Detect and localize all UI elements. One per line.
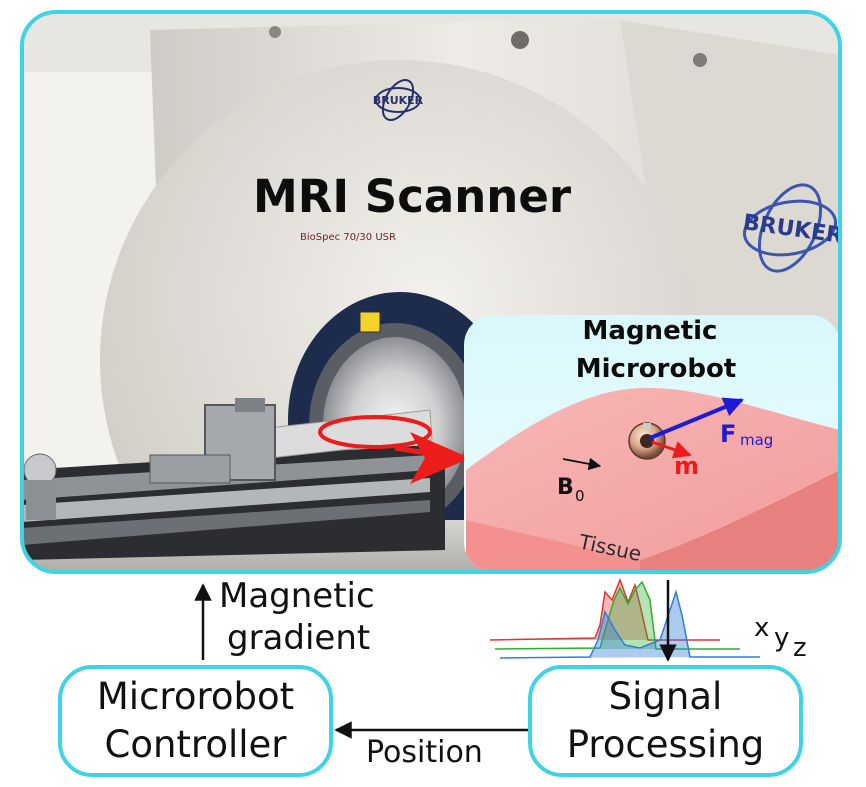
inset-panel [464, 315, 840, 572]
signal-processing-box: Signal Processing [528, 665, 803, 777]
m-label: m [674, 452, 699, 480]
controller-line2: Controller [104, 723, 287, 766]
moment-vector-arrow [651, 440, 692, 459]
controller-line1: Microrobot [96, 675, 295, 718]
microrobot-controller-box: Microrobot Controller [58, 665, 333, 777]
signal-projections [489, 577, 760, 659]
signal-trace-x [489, 577, 720, 641]
highlight-ellipse [318, 415, 432, 449]
axis-z-label: z [793, 633, 807, 663]
bruker-side-logo-icon [742, 183, 838, 273]
fmag-label: F [720, 420, 736, 448]
bruker-logo-icon [375, 79, 421, 121]
photo-frame [20, 10, 842, 574]
bruker-logo-text: BRUKER [373, 94, 424, 107]
inset-title-line2: Microrobot [576, 354, 736, 384]
signal-trace-y [494, 580, 740, 650]
axis-y-label: y [774, 623, 789, 653]
gradient-label-line2: gradient [227, 618, 371, 658]
mri-photo: BRUKER BRUKER BioSpec 70/30 USR MRI Scan… [22, 12, 840, 572]
scanner-title: MRI Scanner [253, 170, 572, 223]
b0-vector-arrow [562, 457, 602, 471]
b0-label: B [557, 475, 574, 500]
processing-line1: Signal [608, 675, 723, 718]
signal-trace-z [499, 589, 760, 659]
zoom-arrow-head [410, 432, 470, 484]
processing-line2: Processing [566, 723, 765, 766]
tissue-slab [466, 387, 840, 560]
position-label: Position [366, 735, 483, 770]
model-label: BioSpec 70/30 USR [300, 232, 396, 243]
b0-subscript: 0 [575, 487, 585, 505]
gradient-label-line1: Magnetic [219, 576, 375, 616]
axis-x-label: x [754, 613, 769, 643]
warning-sign-icon [359, 311, 381, 333]
fmag-subscript: mag [740, 431, 773, 449]
inset-title-line1: Magnetic [583, 316, 718, 346]
force-vector-arrow [649, 397, 744, 440]
